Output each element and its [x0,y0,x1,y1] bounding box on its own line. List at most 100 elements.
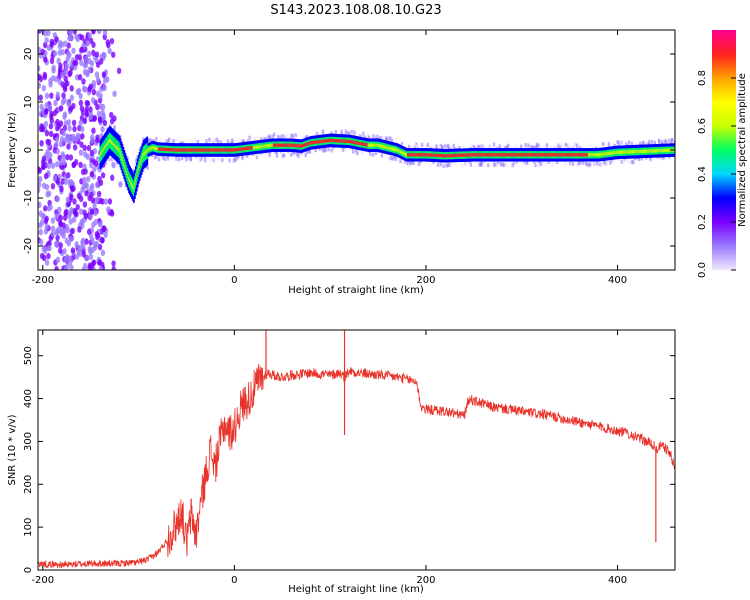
spectrogram-cell [236,147,239,152]
spectrogram-cell [245,153,249,158]
spectrogram-cell [330,138,333,143]
spectrogram-x-label: Height of straight line (km) [288,285,424,296]
spectrogram-cell [90,246,95,254]
spectrogram-cell [348,139,351,144]
spectrogram-cell [235,156,238,161]
spectrogram-cell [367,143,370,147]
spectrogram-cell [170,155,174,160]
spectrogram-cell [637,149,640,154]
spectrogram-cell [301,135,305,140]
spectrogram-cell [90,236,95,244]
spectrogram-cell [386,138,389,143]
spectrogram-cell [66,172,71,179]
spectrogram-cell [282,143,285,147]
spectrogram-cell [204,148,207,152]
spectrogram-cell [253,145,256,150]
spectrogram-cell [111,141,114,145]
spectrogram-cell [231,148,234,152]
spectrogram-cell [352,140,355,144]
spectrogram-cell [206,137,210,142]
spectrogram-cell [579,153,582,157]
spectrogram-cell [339,139,342,143]
spectrogram-cell [553,153,556,157]
spectrogram-cell [410,153,413,157]
spectrogram-cell [610,158,613,163]
spectrogram-cell [298,144,301,148]
spectrogram-cell [155,154,158,159]
spectrogram-cell [81,183,87,190]
spectrogram-cell [535,162,539,167]
spectrogram-cell [38,73,42,81]
spectrogram-cell [487,153,490,157]
spectrogram-cell [324,147,328,152]
spectrogram-cell [171,148,174,152]
spectrogram-cell [433,153,436,157]
spectrogram-cell [166,156,169,161]
spectrogram-cell [69,179,74,186]
spectrogram-cell [603,160,606,165]
spectrogram-cell [57,206,62,213]
spectrogram-cell [55,234,60,242]
spectrogram-cell [44,259,50,266]
spectrogram-cell [252,145,255,150]
spectrogram-cell [96,30,102,35]
spectrogram-cell [607,141,611,146]
spectrogram-cell [52,50,58,57]
spectrogram-cell [65,133,71,141]
spectrogram-cell [38,46,42,54]
spectrogram-cell [279,143,282,147]
spectrogram-cell [672,140,675,145]
spectrogram-cell [398,149,401,153]
spectrogram-cell [254,136,257,141]
spectrogram-cell [97,117,103,124]
spectrogram-cell [585,153,587,157]
spectrogram-cell [100,132,103,137]
colorbar-tick-label: 0.2 [697,214,708,230]
spectrogram-cell [531,145,534,150]
spectrogram-cell [458,146,461,151]
spectrogram-cell [413,153,416,157]
spectrogram-cell [102,225,107,232]
spectrogram-cell [187,148,190,152]
spectrogram-cell [86,228,92,235]
colorbar-ticks: 0.0 0.2 0.4 0.6 0.8 [697,70,736,278]
spectrogram-cell [499,153,502,157]
spectrogram-cell [639,141,642,146]
spectrogram-cell [476,144,480,149]
spectrogram-cell [629,150,631,154]
spectrogram-cell [402,151,404,155]
spectrogram-cell [477,153,480,157]
spectrogram-cell [140,158,143,163]
spectrogram-cell [170,140,174,145]
spectrogram-cell [75,203,80,211]
spectrogram-cell [157,157,161,162]
spectrogram-cell [393,155,397,160]
spectrogram-cell [327,138,330,143]
spectrogram-cell [595,153,598,157]
spectrogram-cell [418,161,421,166]
spectrogram-cell [58,220,63,227]
spectrogram-cell [606,152,608,156]
spectrogram-cell [534,145,537,150]
spectrogram-cell [365,143,368,147]
spectrogram-cell [247,146,250,150]
spectrogram-cell [488,153,491,157]
spectrogram-cell [183,158,187,163]
spectrogram-cell [106,206,111,213]
spectrogram-cell [131,182,133,187]
spectrogram-cell [65,55,70,63]
spectrogram-cell [72,144,78,151]
spectrogram-cell [257,145,260,149]
spectrogram-cell [259,145,262,149]
spectrogram-cell [600,152,603,157]
spectrogram-cell [599,152,602,157]
spectrogram-cell [482,145,486,150]
spectrogram-cell [576,163,579,168]
chart-title: S143.2023.108.08.10.G23 [270,3,441,18]
spectrogram-cell [121,156,124,161]
spectrogram-y-tick-label: 10 [23,96,34,109]
spectrogram-cell [586,153,588,157]
spectrogram-cell [63,40,68,47]
spectrogram-cell [183,148,186,152]
spectrogram-cell [452,153,455,158]
